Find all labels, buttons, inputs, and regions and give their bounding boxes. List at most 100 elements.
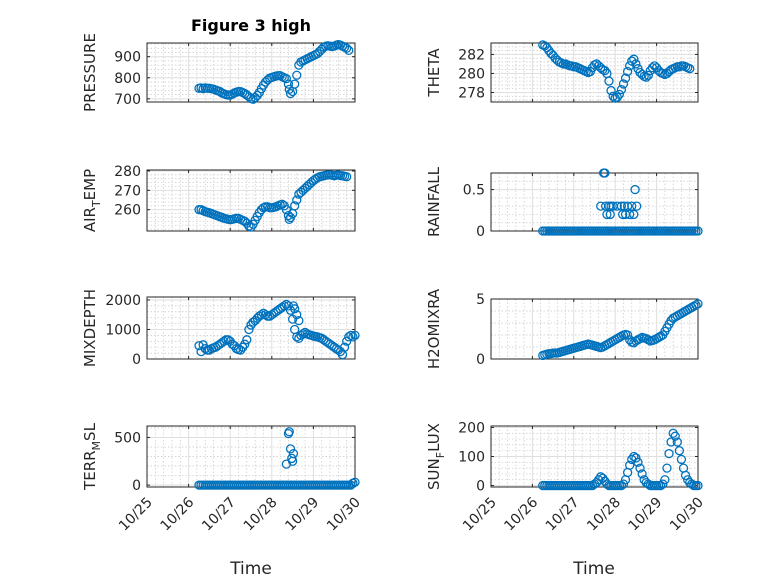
data-point (608, 91, 618, 101)
y-tick-label: 270 (114, 183, 141, 199)
data-point (670, 431, 680, 441)
data-point (344, 332, 354, 342)
series-markers (194, 170, 352, 232)
data-point (244, 324, 254, 335)
plots-layer: 700 800 900 PRESSURE 278 280 282 THETA 260 270 280… (81, 33, 707, 534)
data-point (622, 201, 633, 211)
data-point (285, 444, 296, 454)
y-tick-label: 5 (476, 292, 485, 308)
data-point (290, 201, 300, 211)
data-point (604, 76, 614, 86)
series-markers (538, 40, 695, 103)
x-axis-label-right: Time (572, 559, 615, 579)
data-point (600, 168, 610, 178)
data-point (242, 335, 252, 345)
x-tick-label: 10/30 (667, 495, 707, 535)
data-point (625, 61, 635, 71)
axes-frame (146, 296, 356, 360)
data-point (348, 332, 358, 342)
y-tick-label: 700 (114, 92, 141, 108)
subplot-5: 0 1000 2000 MIXDEPTH (81, 289, 360, 368)
data-point (660, 475, 670, 485)
data-point (693, 480, 703, 491)
y-tick-label: 2000 (105, 293, 141, 309)
data-point (662, 463, 672, 473)
x-tick-label: 10/28 (584, 495, 624, 535)
data-point (693, 299, 703, 309)
axes-frame (146, 425, 356, 488)
data-point (346, 330, 356, 341)
x-axis-label-left: Time (229, 559, 272, 579)
x-tick-label: 10/27 (199, 495, 239, 535)
y-tick-label: 200 (458, 420, 485, 436)
y-tick-label: 0 (476, 479, 485, 495)
y-tick-label: 800 (114, 71, 141, 87)
data-point (246, 222, 256, 232)
x-tick-label: 10/29 (282, 495, 322, 535)
data-point (625, 460, 635, 470)
x-tick-label: 10/28 (241, 495, 281, 535)
x-tick-label: 10/26 (158, 494, 198, 534)
y-tick-label: 282 (458, 47, 485, 63)
data-point (631, 59, 641, 69)
x-tick-label: 10/26 (501, 494, 541, 534)
y-tick-label: 260 (114, 203, 141, 219)
data-point (350, 477, 360, 487)
data-point (622, 330, 633, 340)
data-point (674, 446, 685, 456)
data-point (618, 79, 629, 89)
data-point (284, 427, 294, 437)
y-axis-label: RAINFALL (425, 166, 443, 237)
y-axis-label: THETA (425, 48, 443, 98)
data-point (658, 479, 668, 489)
data-point (285, 88, 296, 99)
x-tick-label: 10/25 (460, 495, 500, 535)
y-axis-label: MIXDEPTH (81, 289, 99, 367)
x-tick-label: 10/29 (626, 495, 666, 535)
axes-frame (490, 172, 699, 232)
data-point (219, 336, 229, 346)
x-tick-label: 10/25 (116, 495, 156, 535)
axes-frame (490, 298, 699, 360)
data-point (641, 72, 651, 82)
data-point (693, 226, 703, 236)
series-markers (538, 428, 703, 491)
data-point (616, 84, 627, 95)
y-tick-label: 280 (114, 164, 141, 180)
data-point (630, 184, 640, 195)
subplot-8: 0 100 200 SUNFLUX 10/25 10/26 10/27 10/28 10/29 1… (425, 420, 707, 534)
data-point (632, 201, 642, 211)
data-point (342, 172, 352, 182)
y-axis-label: SUNFLUX (425, 423, 447, 490)
data-point (279, 301, 289, 311)
data-point (288, 448, 299, 459)
y-tick-label: 500 (114, 430, 141, 446)
series-markers (194, 39, 354, 104)
x-tick-label: 10/27 (543, 495, 583, 535)
data-point (685, 64, 695, 74)
series-markers (194, 427, 360, 490)
data-point (629, 209, 639, 220)
data-point (612, 92, 622, 102)
data-point (668, 428, 678, 438)
data-point (292, 195, 302, 205)
y-tick-label: 1000 (105, 322, 141, 338)
y-tick-label: 0 (132, 478, 141, 494)
data-point (633, 457, 643, 467)
series-markers (538, 168, 703, 236)
data-point (290, 304, 300, 314)
y-tick-label: 0.5 (463, 183, 485, 199)
data-point (614, 89, 624, 100)
data-point (292, 310, 302, 320)
data-point (625, 209, 635, 220)
data-point (342, 43, 352, 53)
y-axis-label: AIRTEMP (81, 169, 103, 232)
data-point (350, 330, 360, 341)
axes-frame (490, 42, 699, 103)
subplot-6: 0 5 H2OMIXRA (425, 288, 703, 369)
data-point (620, 73, 631, 83)
data-point (672, 437, 682, 447)
y-axis-label: PRESSURE (81, 33, 99, 112)
y-tick-label: 0 (476, 224, 485, 240)
